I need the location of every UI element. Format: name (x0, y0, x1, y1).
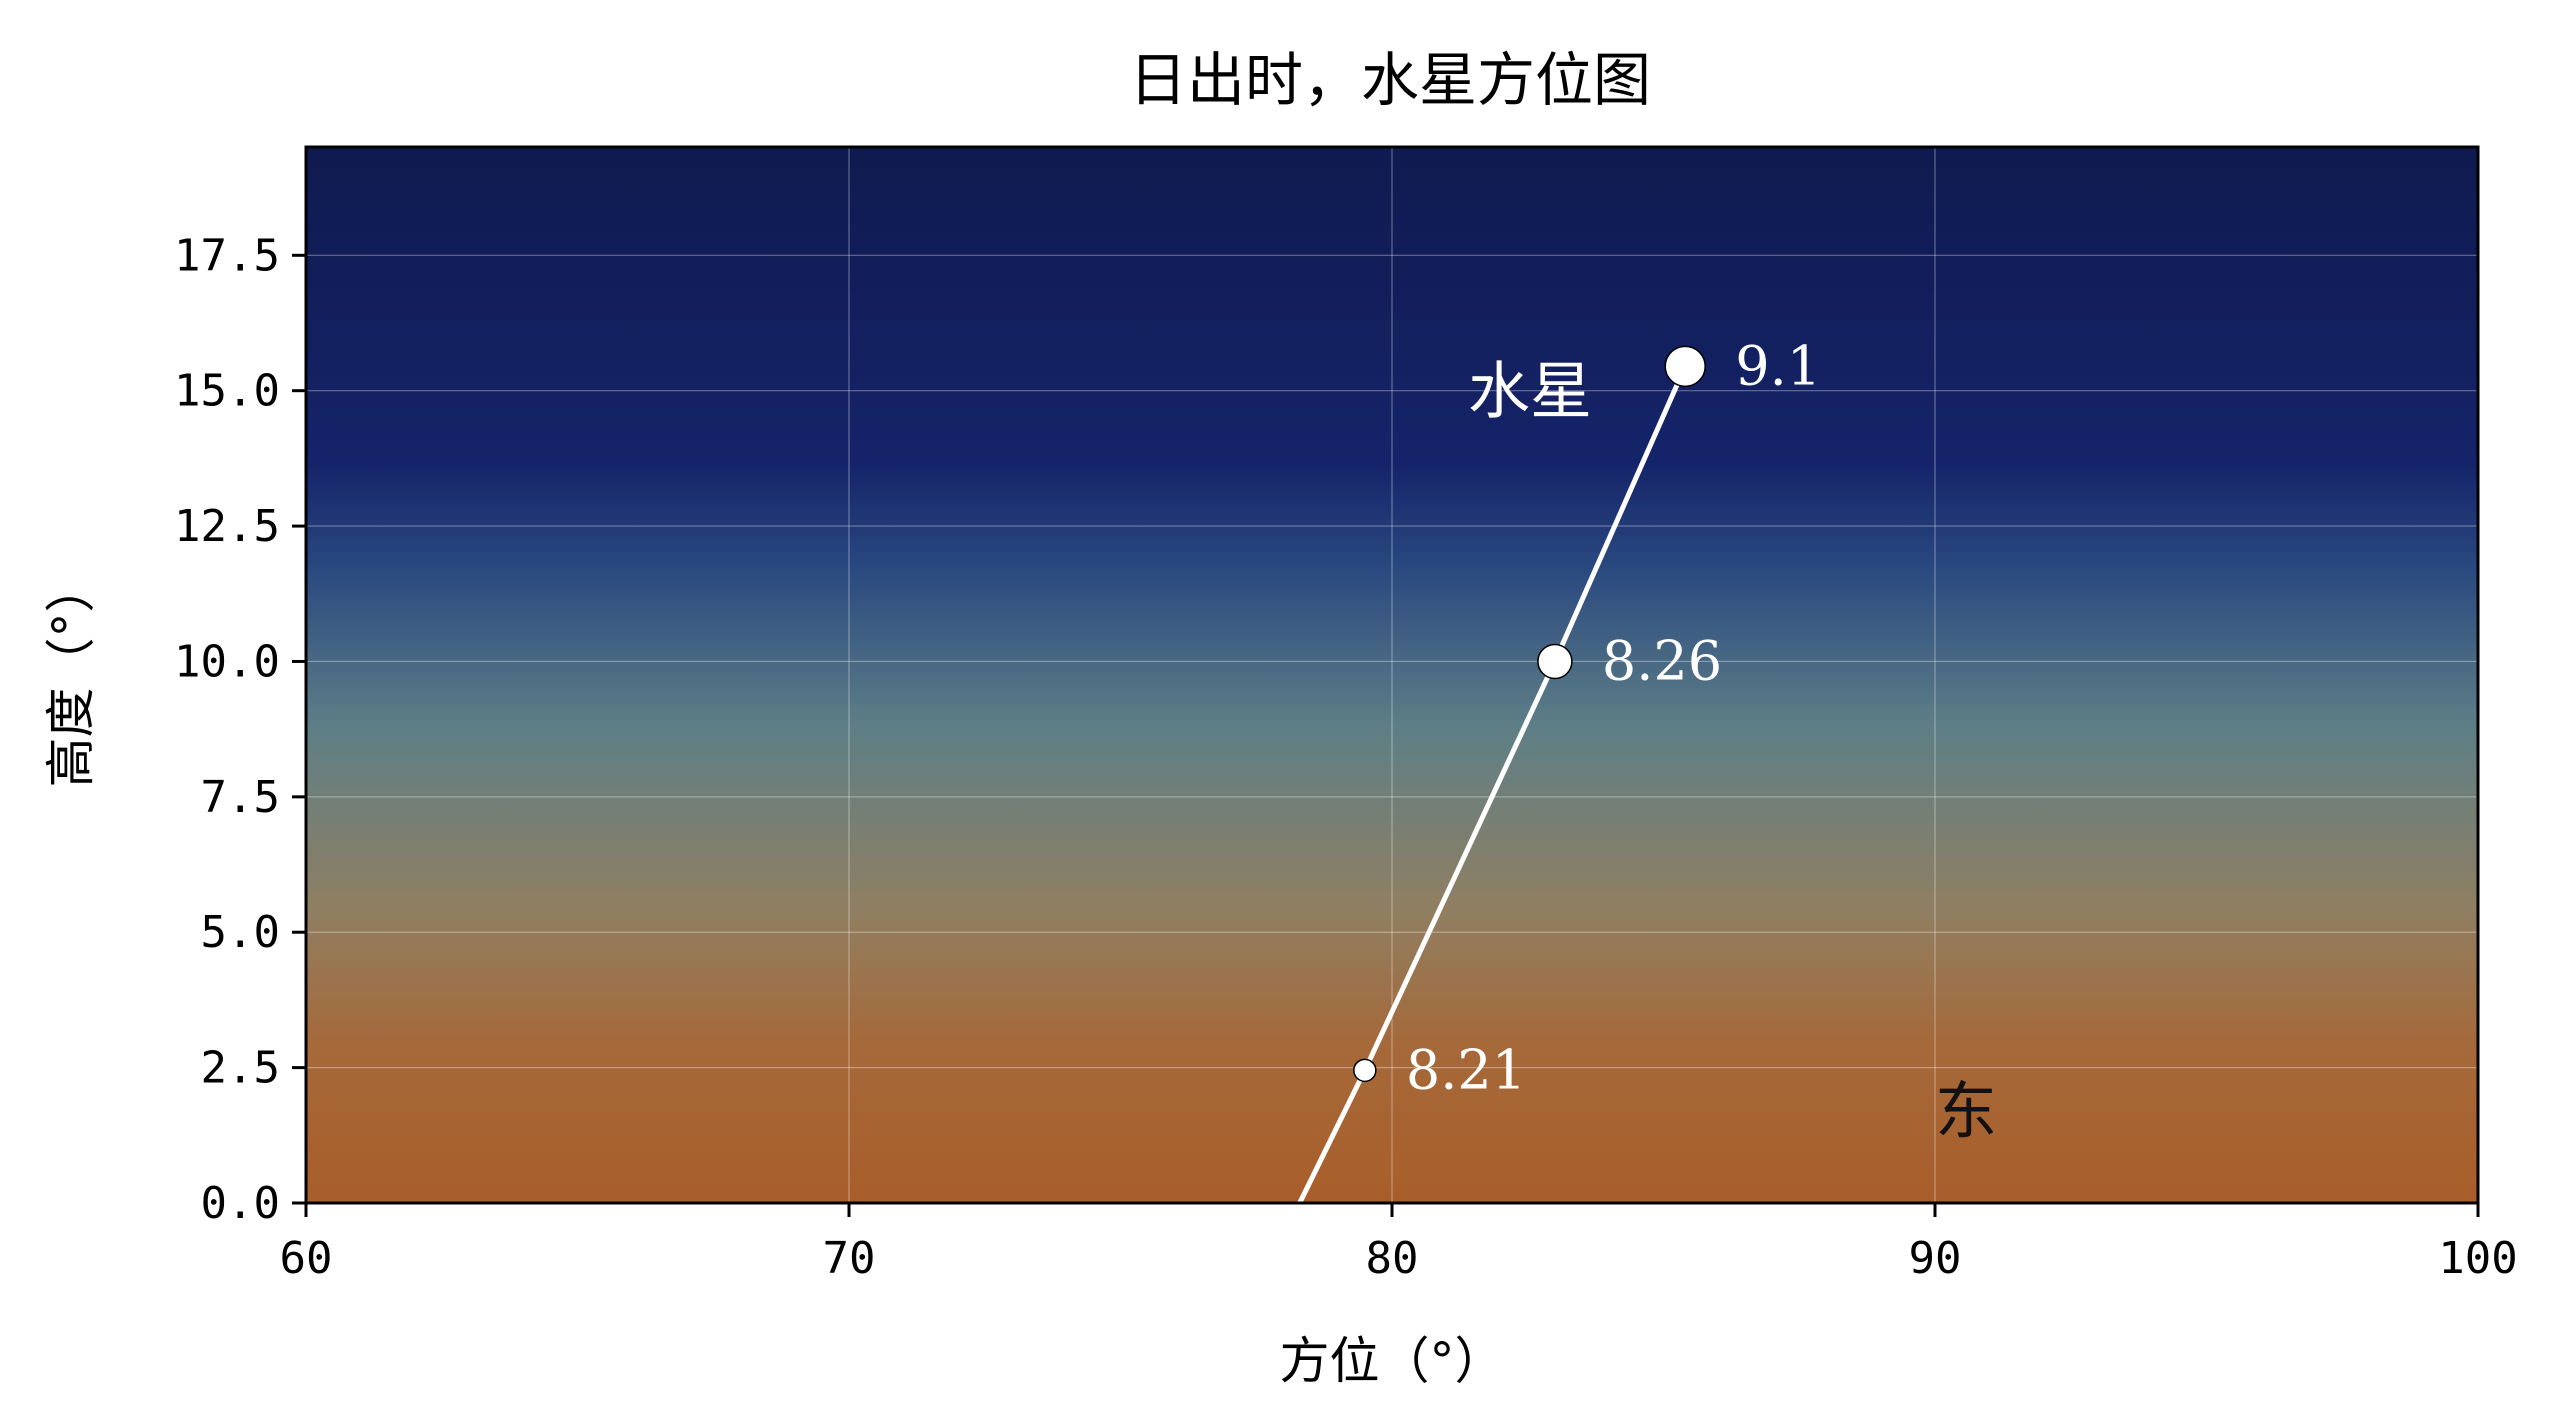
data-point (1353, 1058, 1377, 1083)
series-name-label: 水星 (1468, 354, 1592, 427)
data-point (1537, 643, 1573, 680)
y-tick-label: 7.5 (201, 772, 280, 823)
plot-background (306, 147, 2478, 1203)
x-axis-label: 方位（°） (1280, 1332, 1505, 1390)
data-point-label: 8.26 (1602, 629, 1722, 692)
grid (305, 147, 2479, 1204)
x-tick-label: 80 (1366, 1233, 1419, 1284)
x-tick-label: 70 (823, 1233, 876, 1284)
series-line (1297, 365, 1688, 1205)
points-group: 8.21 8.26 9.1 (1353, 334, 1821, 1101)
y-tick-label: 10.0 (174, 636, 280, 687)
x-tick-label: 60 (280, 1233, 333, 1284)
x-tick-label: 100 (2438, 1233, 2517, 1284)
y-tick-label: 15.0 (174, 366, 280, 417)
chart-title: 日出时，水星方位图 (1129, 46, 1651, 114)
data-point-label: 8.21 (1406, 1038, 1526, 1101)
direction-label: 东 (1935, 1075, 1997, 1148)
y-tick-label: 0.0 (201, 1178, 280, 1229)
x-axis-ticks: 60 70 80 90 100 (280, 1203, 2518, 1284)
y-tick-label: 5.0 (201, 907, 280, 958)
data-point-label: 9.1 (1735, 334, 1821, 397)
y-tick-label: 2.5 (201, 1043, 280, 1094)
series-group (1297, 365, 1688, 1205)
y-tick-label: 17.5 (174, 230, 280, 281)
y-tick-label: 12.5 (174, 501, 280, 552)
data-point (1664, 345, 1706, 388)
x-tick-label: 90 (1909, 1233, 1962, 1284)
y-axis-ticks: 0.0 2.5 5.0 7.5 10.0 12.5 15.0 17.5 (174, 230, 306, 1229)
y-axis-label: 高度（°） (42, 563, 100, 788)
annotations-group: 水星东 (1468, 354, 1997, 1147)
